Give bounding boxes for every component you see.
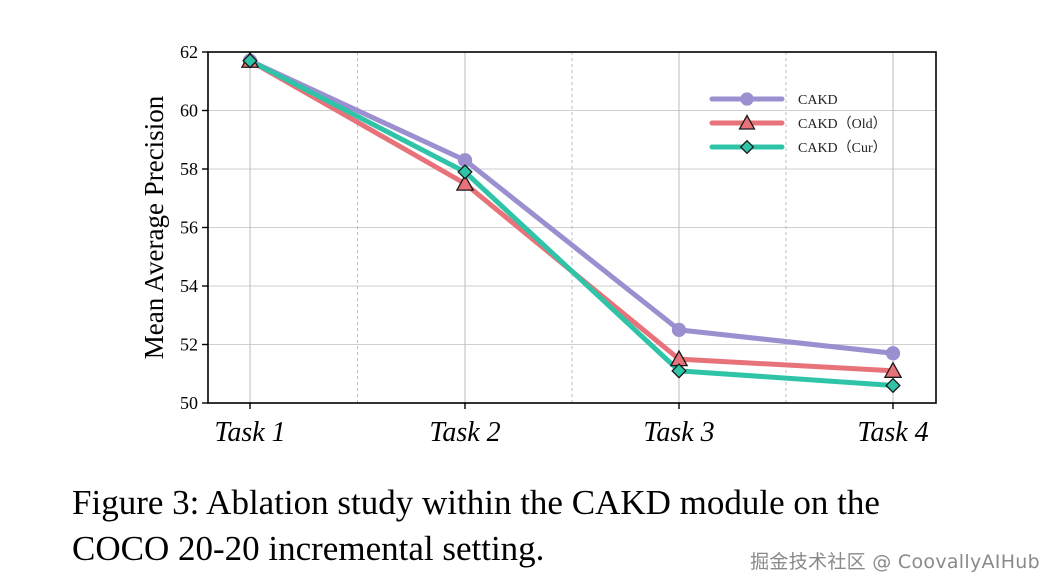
x-tick-label: Task 2	[429, 417, 500, 448]
figure-caption: Figure 3: Ablation study within the CAKD…	[72, 480, 1022, 572]
y-tick-label: 58	[180, 159, 198, 179]
x-axis-ticks: Task 1 Task 2 Task 3 Task 4	[214, 403, 929, 448]
legend-entry: CAKD（Old）	[798, 116, 887, 132]
y-axis-label: Mean Average Precision	[139, 95, 169, 359]
legend-marker-diamond	[739, 139, 755, 155]
data-point-diamond	[242, 53, 258, 69]
x-tick-label: Task 3	[643, 417, 714, 448]
y-tick-label: 56	[180, 218, 198, 238]
y-tick-label: 50	[180, 393, 198, 413]
y-tick-label: 52	[180, 335, 198, 355]
y-tick-label: 62	[180, 42, 198, 62]
data-point-diamond	[457, 164, 473, 180]
legend-entry: CAKD（Cur）	[798, 140, 887, 156]
legend: CAKD CAKD（Old） CAKD（Cur）	[709, 92, 887, 156]
series-line	[247, 58, 896, 388]
x-tick-label: Task 4	[857, 417, 928, 448]
caption-line-1: Figure 3: Ablation study within the CAKD…	[72, 483, 880, 522]
data-point-diamond	[671, 363, 687, 379]
caption-line-2: COCO 20-20 incremental setting.	[72, 529, 545, 568]
legend-marker-triangle	[738, 114, 756, 130]
x-tick-label: Task 1	[214, 417, 285, 448]
legend-marker-circle	[740, 92, 754, 106]
data-point-diamond	[885, 377, 901, 394]
data-point-triangle	[455, 174, 475, 191]
y-tick-label: 54	[180, 276, 198, 296]
y-axis-ticks: 50 52 54 56 58 60 62	[180, 42, 208, 413]
data-point-circle	[671, 322, 687, 338]
series-markers	[240, 51, 903, 394]
y-tick-label: 60	[180, 101, 198, 121]
grid-lines	[208, 52, 936, 403]
series-line	[247, 58, 896, 356]
series-lines	[247, 58, 896, 388]
data-point-triangle	[883, 361, 903, 378]
data-point-circle	[885, 346, 901, 361]
watermark-text: 掘金技术社区 @ CoovallyAIHub	[750, 551, 1040, 573]
legend-entry: CAKD	[798, 93, 838, 108]
